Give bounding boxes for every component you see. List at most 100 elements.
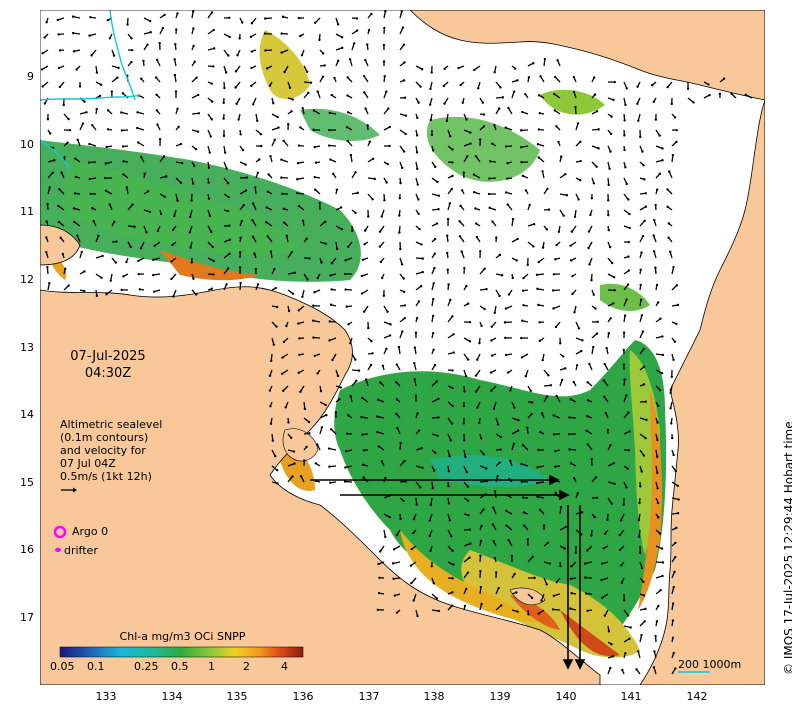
lon-tick-label: 133 — [95, 690, 117, 703]
velocity-arrowhead — [590, 278, 593, 282]
velocity-arrowhead — [411, 531, 415, 535]
velocity-arrowhead — [659, 317, 662, 320]
velocity-arrowhead — [538, 321, 541, 324]
velocity-arrowhead — [73, 192, 77, 195]
velocity-arrowhead — [252, 202, 255, 205]
velocity-arrowhead — [173, 58, 176, 61]
velocity-arrowhead — [378, 550, 382, 553]
velocity-arrowhead — [607, 228, 610, 232]
velocity-arrowhead — [642, 454, 645, 457]
velocity-arrowhead — [74, 157, 77, 160]
velocity-arrowhead — [504, 191, 508, 194]
velocity-arrowhead — [324, 242, 327, 245]
velocity-arrowhead — [388, 515, 392, 519]
velocity-arrowhead — [335, 247, 339, 251]
velocity-arrowhead — [395, 412, 398, 416]
velocity-arrowhead — [112, 54, 116, 57]
velocity-arrowhead — [656, 501, 660, 505]
velocity-arrowhead — [74, 175, 78, 179]
velocity-arrowhead — [137, 141, 140, 144]
velocity-arrowhead — [433, 252, 437, 255]
velocity-arrowhead — [642, 594, 646, 597]
velocity-arrowhead — [590, 534, 593, 537]
velocity-arrowhead — [640, 633, 643, 637]
velocity-arrowhead — [474, 207, 477, 210]
velocity-arrowhead — [399, 247, 402, 251]
velocity-arrowhead — [446, 217, 450, 221]
lat-tick-label: 15 — [20, 476, 34, 489]
velocity-arrowhead — [642, 347, 645, 351]
velocity-arrowhead — [433, 363, 437, 367]
velocity-arrowhead — [91, 123, 94, 127]
velocity-arrowhead — [718, 92, 722, 96]
velocity-arrowhead — [602, 379, 606, 382]
velocity-arrowhead — [60, 171, 63, 174]
velocity-arrowhead — [274, 286, 277, 290]
velocity-arrowhead — [612, 98, 615, 102]
velocity-arrowhead — [585, 429, 588, 433]
velocity-arrowhead — [334, 411, 338, 414]
velocity-arrowhead — [586, 381, 589, 384]
velocity-arrowhead — [348, 58, 352, 61]
velocity-arrowhead — [48, 186, 51, 189]
velocity-arrowhead — [458, 235, 462, 238]
velocity-arrowhead — [211, 245, 215, 249]
velocity-arrowhead — [328, 320, 331, 323]
velocity-arrowhead — [285, 324, 288, 328]
velocity-arrowhead — [346, 414, 350, 417]
velocity-arrowhead — [554, 325, 558, 329]
velocity-arrowhead — [355, 17, 359, 20]
velocity-arrowhead — [327, 144, 331, 147]
velocity-arrowhead — [114, 261, 118, 264]
velocity-arrowhead — [607, 213, 610, 217]
velocity-arrowhead — [256, 283, 260, 286]
velocity-arrowhead — [533, 576, 536, 580]
velocity-arrowhead — [672, 453, 675, 457]
velocity-arrowhead — [380, 460, 384, 463]
velocity-arrowhead — [380, 215, 383, 218]
velocity-arrowhead — [377, 562, 380, 566]
velocity-arrowhead — [576, 491, 580, 495]
velocity-arrowhead — [516, 429, 520, 432]
velocity-arrowhead — [446, 234, 449, 237]
velocity-arrowhead — [244, 163, 247, 166]
velocity-arrowhead — [432, 298, 435, 301]
velocity-arrowhead — [301, 295, 304, 298]
velocity-arrowhead — [504, 307, 508, 310]
velocity-arrowhead — [600, 596, 604, 599]
velocity-arrowhead — [402, 277, 405, 280]
velocity-arrowhead — [498, 461, 501, 464]
velocity-arrowhead — [432, 582, 436, 585]
velocity-arrowhead — [707, 83, 710, 86]
velocity-arrowhead — [619, 519, 623, 522]
velocity-arrowhead — [100, 276, 103, 279]
velocity-arrowhead — [209, 135, 212, 138]
velocity-arrowhead — [307, 91, 310, 95]
velocity-arrowhead — [403, 61, 406, 64]
velocity-arrowhead — [362, 74, 366, 78]
velocity-arrowhead — [349, 153, 353, 157]
velocity-arrowhead — [603, 614, 607, 617]
velocity-arrowhead — [576, 122, 580, 125]
velocity-arrowhead — [555, 394, 558, 398]
velocity-arrowhead — [207, 181, 210, 184]
velocity-arrowhead — [291, 475, 294, 478]
velocity-arrowhead — [163, 13, 166, 17]
velocity-arrowhead — [491, 523, 495, 526]
velocity-arrowhead — [58, 85, 62, 89]
velocity-arrowhead — [661, 574, 664, 578]
velocity-arrowhead — [366, 124, 369, 127]
velocity-arrowhead — [626, 467, 629, 470]
velocity-arrowhead — [344, 450, 348, 453]
velocity-arrowhead — [97, 234, 100, 238]
velocity-arrowhead — [522, 276, 525, 280]
velocity-arrowhead — [624, 652, 627, 655]
velocity-arrowhead — [239, 236, 242, 239]
velocity-arrowhead — [297, 371, 300, 375]
velocity-arrowhead — [223, 151, 227, 154]
velocity-arrowhead — [95, 107, 98, 111]
velocity-arrowhead — [106, 18, 110, 22]
velocity-arrowhead — [291, 98, 294, 101]
velocity-arrowhead — [639, 268, 642, 271]
velocity-arrowhead — [490, 389, 493, 392]
